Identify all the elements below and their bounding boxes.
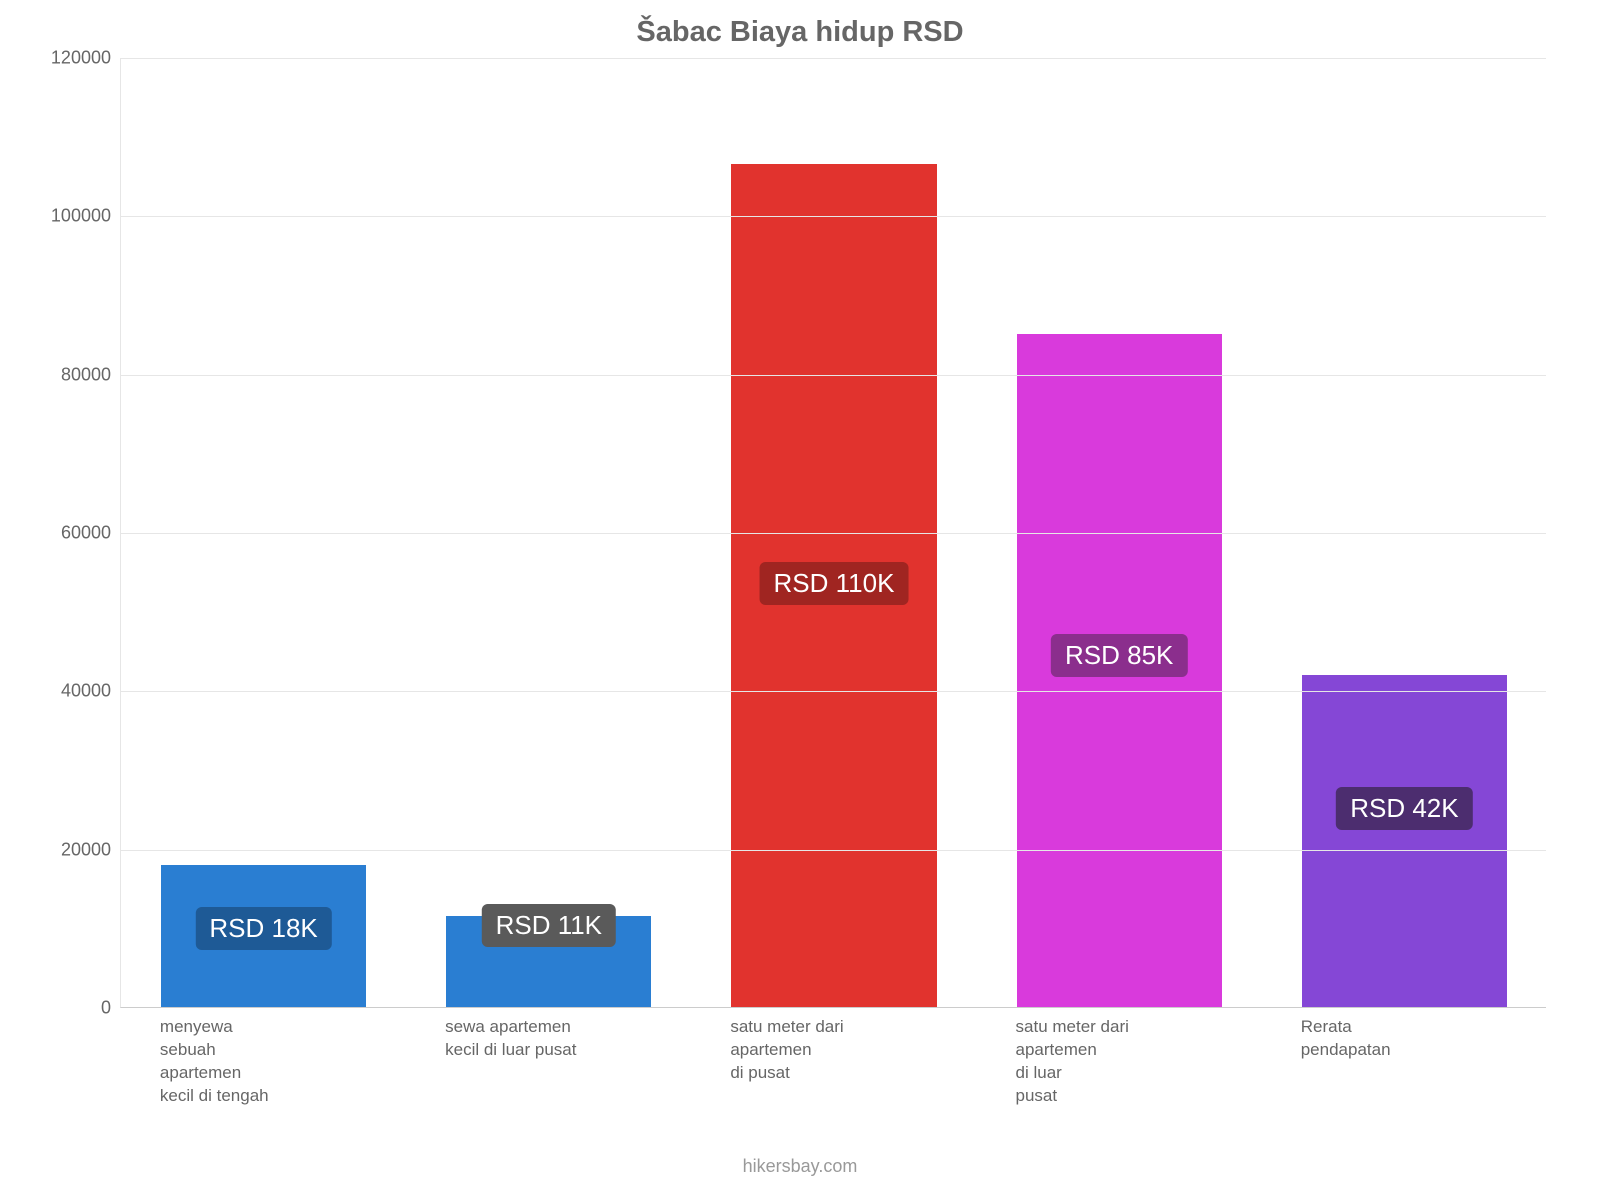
gridline bbox=[121, 375, 1546, 376]
plot-area: RSD 18KRSD 11KRSD 110KRSD 85KRSD 42K 020… bbox=[120, 58, 1546, 1008]
chart-container: Šabac Biaya hidup RSD RSD 18KRSD 11KRSD … bbox=[0, 0, 1600, 1200]
xtick-label: satu meter dariapartemendi luarpusat bbox=[1016, 1016, 1241, 1108]
gridline bbox=[121, 850, 1546, 851]
xtick-label: sewa apartemenkecil di luar pusat bbox=[445, 1016, 670, 1062]
bar-value-badge: RSD 110K bbox=[760, 562, 909, 605]
gridline bbox=[121, 533, 1546, 534]
bar-value-badge: RSD 85K bbox=[1051, 634, 1187, 677]
attribution-text: hikersbay.com bbox=[0, 1156, 1600, 1177]
gridline bbox=[121, 216, 1546, 217]
ytick-label: 100000 bbox=[51, 206, 121, 227]
bar: RSD 11K bbox=[446, 916, 651, 1007]
ytick-label: 80000 bbox=[61, 364, 121, 385]
bar: RSD 18K bbox=[161, 865, 366, 1008]
xtick-label: satu meter dariapartemendi pusat bbox=[730, 1016, 955, 1085]
bar-value-badge: RSD 11K bbox=[482, 904, 616, 947]
ytick-label: 20000 bbox=[61, 839, 121, 860]
ytick-label: 120000 bbox=[51, 48, 121, 69]
bar: RSD 85K bbox=[1017, 334, 1222, 1007]
chart-title: Šabac Biaya hidup RSD bbox=[0, 16, 1600, 49]
bar: RSD 110K bbox=[731, 164, 936, 1007]
gridline bbox=[121, 691, 1546, 692]
bar-value-badge: RSD 18K bbox=[195, 907, 331, 950]
bar-value-badge: RSD 42K bbox=[1336, 787, 1472, 830]
gridline bbox=[121, 58, 1546, 59]
ytick-label: 60000 bbox=[61, 523, 121, 544]
ytick-label: 40000 bbox=[61, 681, 121, 702]
ytick-label: 0 bbox=[101, 998, 121, 1019]
bar: RSD 42K bbox=[1302, 675, 1507, 1008]
xtick-label: Reratapendapatan bbox=[1301, 1016, 1526, 1062]
xtick-label: menyewasebuahapartemenkecil di tengah bbox=[160, 1016, 385, 1108]
